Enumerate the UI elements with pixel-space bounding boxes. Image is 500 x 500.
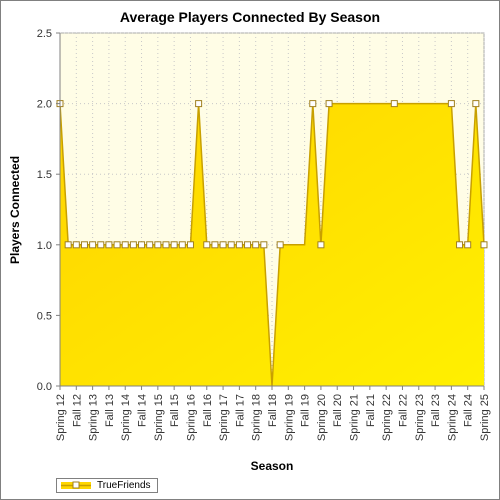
y-tick-label: 1.0 bbox=[37, 240, 52, 252]
data-point bbox=[464, 241, 472, 249]
x-tick-label: Spring 23 bbox=[414, 394, 426, 441]
legend-swatch bbox=[61, 481, 91, 489]
x-tick-label: Fall 24 bbox=[463, 394, 475, 427]
x-tick-label: Spring 16 bbox=[185, 394, 197, 441]
x-tick-label: Spring 13 bbox=[88, 394, 100, 441]
data-point bbox=[252, 241, 260, 249]
x-tick-label: Fall 22 bbox=[397, 394, 409, 427]
data-point bbox=[244, 241, 252, 249]
data-point bbox=[227, 241, 235, 249]
x-axis-title: Season bbox=[251, 459, 294, 473]
x-tick-label: Fall 20 bbox=[332, 394, 344, 427]
x-tick-label: Fall 17 bbox=[234, 394, 246, 427]
data-point bbox=[317, 241, 325, 249]
data-point bbox=[64, 241, 72, 249]
data-point bbox=[146, 241, 154, 249]
x-tick-label: Fall 13 bbox=[104, 394, 116, 427]
x-tick-label: Fall 23 bbox=[430, 394, 442, 427]
y-tick-label: 1.5 bbox=[37, 169, 52, 181]
data-point bbox=[219, 241, 227, 249]
y-tick-label: 0.5 bbox=[37, 310, 52, 322]
data-point bbox=[113, 241, 121, 249]
data-point bbox=[260, 241, 268, 249]
legend: TrueFriends bbox=[56, 478, 158, 493]
series-area bbox=[60, 103, 484, 386]
data-point bbox=[309, 100, 317, 108]
data-point bbox=[80, 241, 88, 249]
data-point bbox=[203, 241, 211, 249]
y-axis-title: Players Connected bbox=[8, 156, 22, 264]
data-point bbox=[447, 100, 455, 108]
x-tick-label: Spring 18 bbox=[251, 394, 263, 441]
data-point bbox=[162, 241, 170, 249]
legend-label: TrueFriends bbox=[97, 480, 151, 491]
data-point bbox=[178, 241, 186, 249]
x-tick-label: Fall 15 bbox=[169, 394, 181, 427]
x-tick-label: Fall 19 bbox=[300, 394, 312, 427]
data-point bbox=[105, 241, 113, 249]
data-point bbox=[154, 241, 162, 249]
data-point bbox=[211, 241, 219, 249]
data-point bbox=[97, 241, 105, 249]
data-point bbox=[89, 241, 97, 249]
x-tick-label: Spring 14 bbox=[120, 394, 132, 441]
series-markers bbox=[56, 100, 488, 249]
y-tick-label: 2.0 bbox=[37, 99, 52, 111]
data-point bbox=[138, 241, 146, 249]
data-point bbox=[472, 100, 480, 108]
data-point bbox=[235, 241, 243, 249]
x-tick-label: Spring 24 bbox=[446, 394, 458, 441]
x-axis: Spring 12 Fall 12 Spring 13 Fall 13 Spring 1… bbox=[55, 385, 491, 441]
x-tick-label: Fall 21 bbox=[365, 394, 377, 427]
data-point bbox=[195, 100, 203, 108]
x-tick-label: Fall 18 bbox=[267, 394, 279, 427]
x-tick-label: Fall 12 bbox=[71, 394, 83, 427]
y-tick-label: 0.0 bbox=[37, 381, 52, 393]
data-point bbox=[121, 241, 129, 249]
data-point bbox=[129, 241, 137, 249]
data-point bbox=[390, 100, 398, 108]
data-point bbox=[480, 241, 488, 249]
data-point bbox=[72, 241, 80, 249]
x-tick-label: Fall 16 bbox=[202, 394, 214, 427]
x-tick-label: Spring 15 bbox=[153, 394, 165, 441]
data-point bbox=[325, 100, 333, 108]
data-point bbox=[186, 241, 194, 249]
x-tick-label: Spring 22 bbox=[381, 394, 393, 441]
x-tick-label: Spring 20 bbox=[316, 394, 328, 441]
x-tick-label: Spring 25 bbox=[479, 394, 491, 441]
x-tick-label: Spring 21 bbox=[349, 394, 361, 441]
data-point bbox=[276, 241, 284, 249]
x-tick-label: Fall 14 bbox=[137, 394, 149, 427]
x-tick-label: Spring 12 bbox=[55, 394, 67, 441]
x-tick-label: Spring 19 bbox=[283, 394, 295, 441]
data-point bbox=[170, 241, 178, 249]
data-point bbox=[456, 241, 464, 249]
x-tick-label: Spring 17 bbox=[218, 394, 230, 441]
y-axis: 0.0 0.5 1.0 1.5 2.0 2.5 bbox=[37, 28, 61, 393]
y-tick-label: 2.5 bbox=[37, 28, 52, 40]
chart-title: Average Players Connected By Season bbox=[119, 9, 381, 25]
